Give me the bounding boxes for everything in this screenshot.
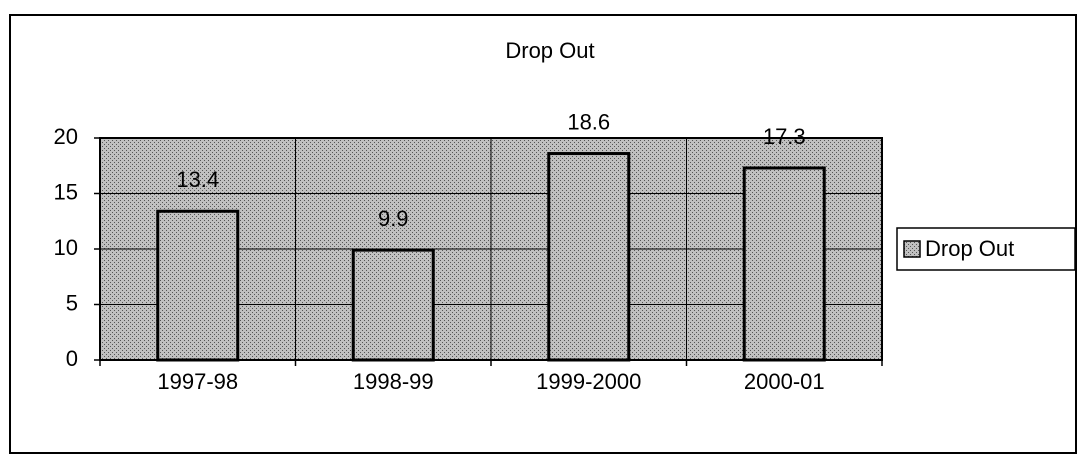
bar — [351, 248, 435, 362]
chart-title: Drop Out — [505, 38, 594, 63]
bar — [156, 209, 240, 362]
legend — [896, 227, 1076, 271]
y-tick-label: 5 — [66, 290, 78, 315]
y-tick-label: 15 — [54, 179, 78, 204]
data-label: 13.4 — [176, 167, 219, 192]
data-label: 18.6 — [567, 109, 610, 134]
data-label: 17.3 — [763, 124, 806, 149]
bar — [742, 166, 826, 362]
y-tick-label: 0 — [66, 346, 78, 371]
x-tick-label: 1997-98 — [157, 369, 238, 394]
legend-swatch — [903, 240, 921, 258]
x-tick-label: 2000-01 — [744, 369, 825, 394]
x-tick-label: 1999-2000 — [536, 369, 641, 394]
bar — [547, 152, 631, 362]
legend-label: Drop Out — [925, 236, 1014, 261]
y-tick-label: 10 — [54, 235, 78, 260]
x-tick-label: 1998-99 — [353, 369, 434, 394]
y-tick-label: 20 — [54, 124, 78, 149]
data-label: 9.9 — [378, 206, 409, 231]
